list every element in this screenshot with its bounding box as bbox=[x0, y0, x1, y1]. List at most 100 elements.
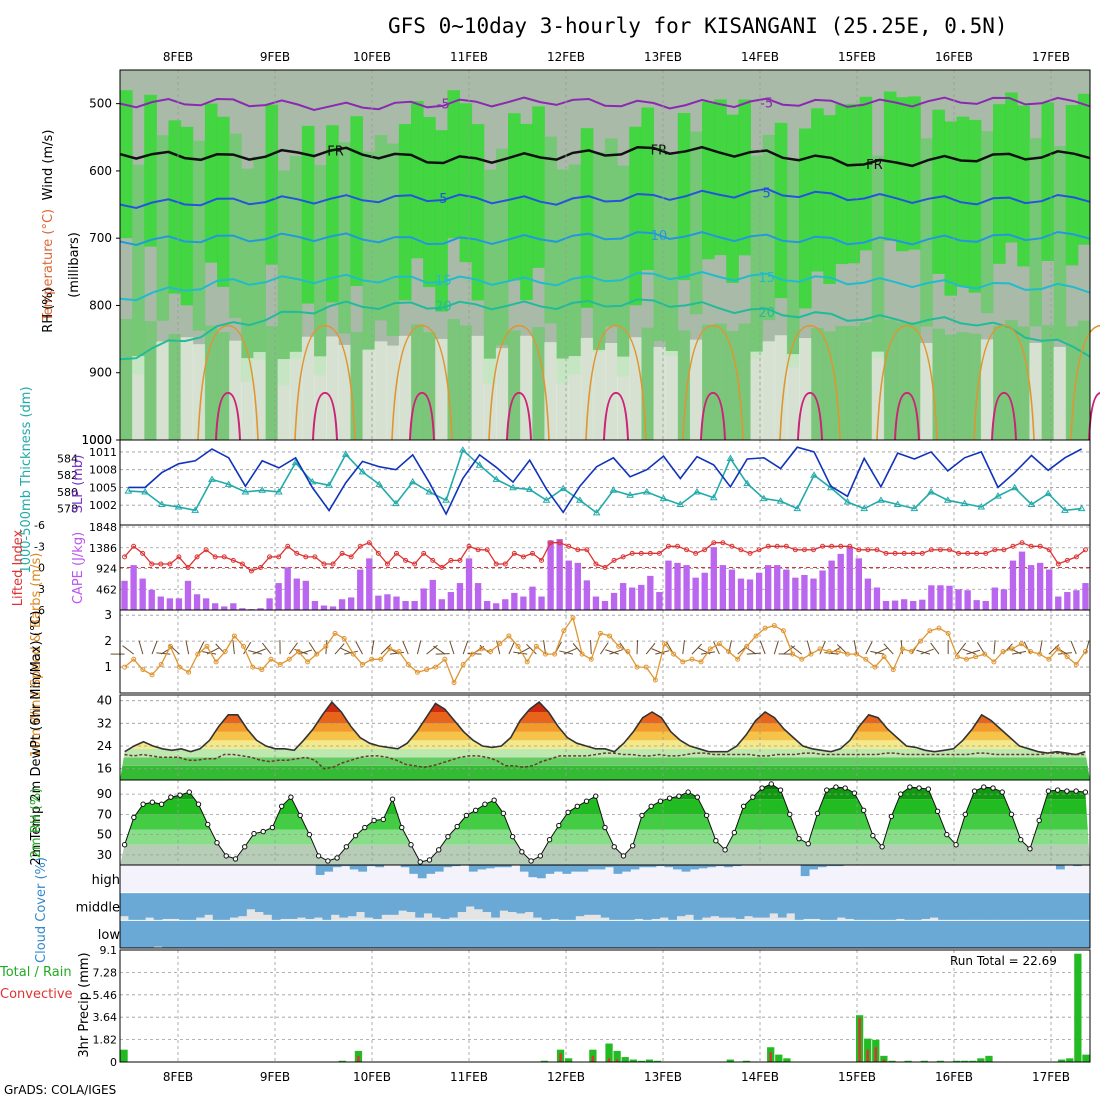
cloud-cell bbox=[567, 920, 576, 948]
cloud-cell bbox=[579, 865, 589, 872]
cloud-cell bbox=[862, 892, 871, 921]
rh-shade-low bbox=[580, 337, 594, 440]
li-marker bbox=[321, 561, 327, 567]
li-marker bbox=[611, 557, 617, 563]
cloud-cell bbox=[347, 892, 357, 917]
thickness-marker bbox=[609, 486, 618, 493]
cloud-cell bbox=[921, 892, 931, 919]
wind-speed-marker bbox=[607, 633, 613, 639]
rh-shade-cell bbox=[1053, 146, 1067, 341]
cloud-cell bbox=[381, 892, 391, 915]
cape-bar bbox=[665, 560, 672, 610]
cloud-cell bbox=[1081, 920, 1091, 948]
rh-shade-low bbox=[289, 351, 303, 440]
rh-shade-cell bbox=[835, 104, 848, 265]
wind-speed-marker bbox=[561, 628, 567, 634]
rh-marker bbox=[962, 811, 968, 818]
wind-speed-marker bbox=[744, 643, 750, 649]
wind-barb bbox=[993, 640, 996, 655]
cape-bar bbox=[1064, 592, 1071, 610]
cloud-cell bbox=[879, 892, 888, 921]
cloud-cell bbox=[389, 892, 399, 915]
cloud-cell bbox=[664, 865, 674, 868]
rh-shade-cell bbox=[823, 115, 836, 284]
cloud-cell bbox=[828, 920, 838, 948]
cloud-cell bbox=[921, 920, 931, 948]
cape-bar bbox=[837, 553, 844, 610]
cloud-cell bbox=[1064, 920, 1074, 948]
cape-bar bbox=[465, 558, 473, 610]
cloud-cell bbox=[596, 865, 606, 870]
li-marker bbox=[684, 547, 690, 553]
cloud-row-label: middle bbox=[76, 901, 120, 916]
wind-speed-marker bbox=[799, 656, 805, 662]
rh-marker bbox=[565, 809, 571, 816]
cape-bar bbox=[275, 583, 282, 610]
upper-temperature-label: Temperature (°C) bbox=[41, 209, 56, 322]
cloud-cell bbox=[332, 865, 342, 868]
contour-label: 20 bbox=[758, 306, 775, 321]
li-marker bbox=[239, 561, 245, 567]
rh-marker bbox=[833, 784, 839, 790]
thickness-marker bbox=[408, 477, 417, 485]
rh-shade-cell bbox=[1017, 105, 1030, 267]
rh-marker bbox=[805, 841, 811, 847]
wind-speed-marker bbox=[808, 651, 814, 657]
wind-barb bbox=[355, 641, 363, 655]
rh-shade-cell bbox=[883, 91, 897, 241]
cloud-cell bbox=[349, 865, 359, 870]
cloud-cell bbox=[997, 892, 1006, 921]
cloud-cell bbox=[315, 865, 325, 875]
rh-shade-low bbox=[374, 341, 388, 440]
cloud-cell bbox=[794, 892, 804, 921]
thickness-marker bbox=[208, 475, 216, 482]
temp-2m-panel: 16 24 32 40 bbox=[97, 694, 1091, 781]
wind-barb bbox=[526, 643, 537, 655]
warm-contour bbox=[682, 324, 744, 441]
li-marker bbox=[393, 550, 399, 556]
li-tick-label: 0 bbox=[38, 562, 45, 575]
wind-speed-marker bbox=[149, 672, 155, 678]
thickness-marker bbox=[693, 487, 701, 495]
cape-bar bbox=[393, 596, 400, 610]
slp-label: SLP (mb) bbox=[71, 455, 86, 514]
rh-marker bbox=[860, 807, 867, 814]
cape-bar bbox=[629, 587, 636, 610]
rh-shade-cell bbox=[993, 104, 1006, 264]
cloud-cell bbox=[997, 920, 1006, 948]
cloud-cell bbox=[330, 920, 340, 948]
li-marker bbox=[820, 543, 826, 549]
cape-bar bbox=[366, 558, 373, 610]
li-marker bbox=[992, 547, 998, 553]
wind-bg bbox=[120, 610, 1090, 693]
rh-marker bbox=[1073, 788, 1079, 794]
wind-speed-marker bbox=[186, 669, 192, 675]
cloud-cell bbox=[1005, 920, 1015, 948]
cape-bar bbox=[683, 565, 690, 610]
wind-speed-marker bbox=[451, 680, 457, 686]
thickness-marker bbox=[492, 475, 501, 482]
series-line bbox=[128, 446, 1082, 516]
cape-bar bbox=[991, 587, 998, 610]
thickness-marker bbox=[626, 491, 634, 498]
wind-speed-marker bbox=[1000, 649, 1006, 654]
wind-speed-marker bbox=[899, 646, 905, 652]
top-date-label: 15FEB bbox=[838, 50, 876, 64]
cape-bar bbox=[202, 598, 210, 610]
li-marker bbox=[557, 540, 563, 546]
thickness-marker bbox=[726, 454, 735, 462]
wind-speed-marker bbox=[909, 649, 915, 654]
rh-shade-low bbox=[1041, 325, 1055, 440]
li-marker bbox=[910, 550, 916, 556]
cloud-cell bbox=[809, 865, 819, 870]
thickness-marker bbox=[709, 493, 718, 501]
precip-bar bbox=[920, 1060, 928, 1062]
rh-shade-low bbox=[483, 358, 497, 440]
wind-speed-marker bbox=[396, 649, 402, 654]
wind-barb bbox=[513, 651, 528, 655]
cape-bar bbox=[801, 574, 808, 610]
cloud-cell bbox=[375, 865, 385, 868]
rh-marker bbox=[1036, 817, 1042, 824]
cloud-cell bbox=[1081, 892, 1091, 921]
cloud-cell bbox=[415, 920, 424, 948]
